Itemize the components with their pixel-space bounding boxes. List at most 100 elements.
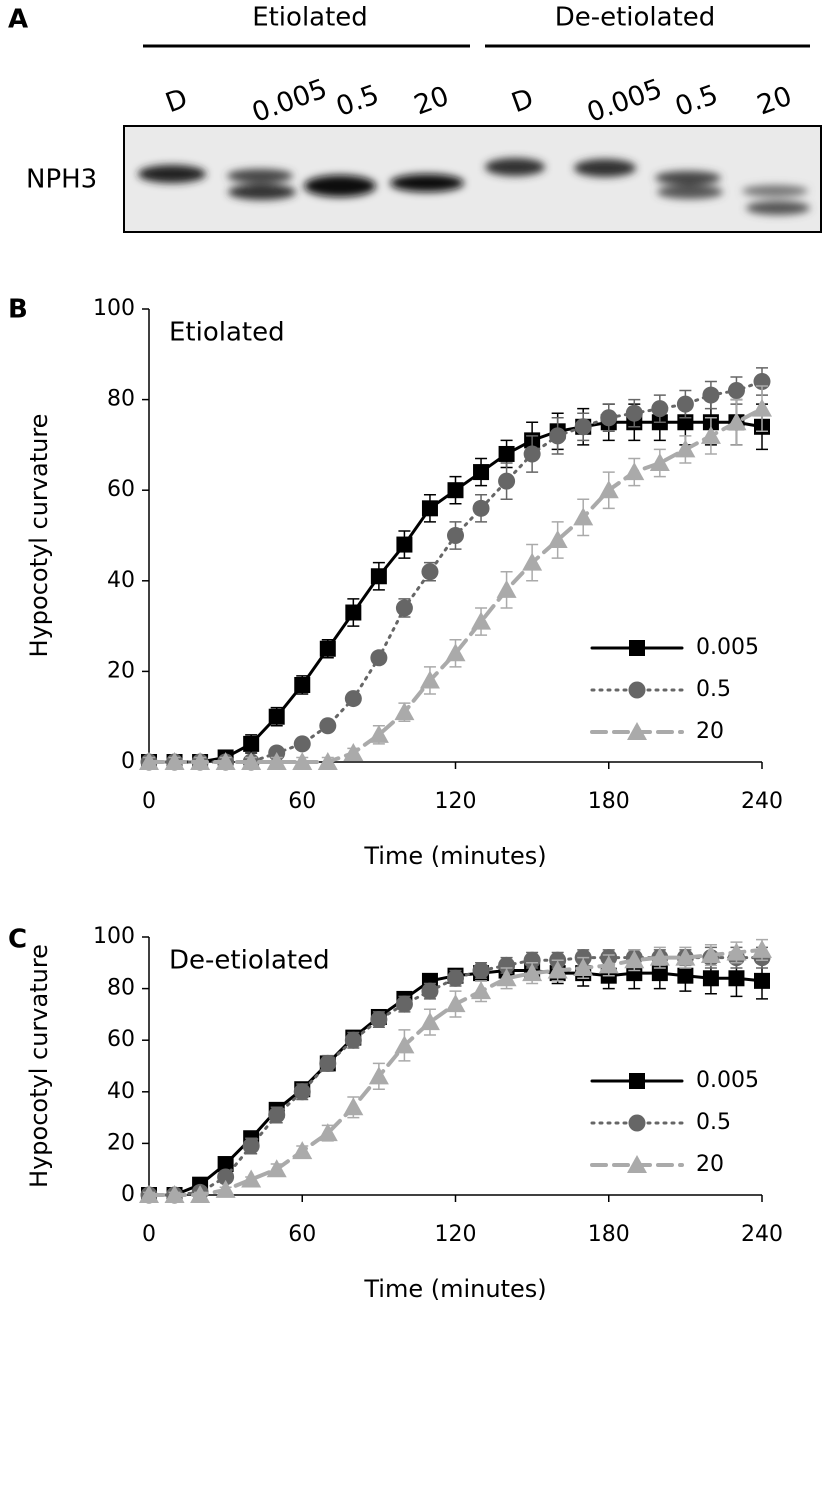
marker [190, 752, 211, 770]
row-label: NPH3 [26, 165, 97, 195]
marker [344, 690, 362, 708]
lane-label: D [162, 83, 192, 119]
x-tick-label: 0 [142, 789, 156, 814]
y-tick-label: 80 [107, 387, 135, 412]
group-label: De-etiolated [555, 3, 716, 33]
marker [396, 536, 413, 553]
marker [700, 425, 721, 444]
marker [139, 752, 159, 770]
marker [498, 956, 516, 974]
marker [624, 950, 645, 969]
x-tick-label: 240 [741, 1222, 783, 1247]
x-tick-label: 60 [288, 789, 316, 814]
legend-label: 20 [696, 1152, 724, 1177]
marker [292, 1141, 313, 1160]
marker [727, 382, 745, 400]
marker [445, 994, 466, 1013]
marker [523, 445, 541, 463]
marker [317, 752, 338, 770]
legend-marker [629, 640, 645, 656]
y-axis-label: Hypocotyl curvature [25, 414, 53, 658]
x-axis-label: Time (minutes) [363, 842, 546, 870]
marker [496, 968, 517, 987]
marker [243, 735, 260, 752]
marker [164, 1185, 185, 1203]
marker [419, 670, 440, 689]
marker [752, 398, 772, 417]
marker [598, 955, 619, 974]
y-tick-label: 20 [107, 1130, 135, 1155]
lane-label: 20 [753, 81, 796, 122]
marker [293, 1083, 311, 1101]
marker [319, 1054, 337, 1072]
marker [368, 724, 389, 743]
panel-label: C [8, 925, 27, 955]
marker [726, 942, 747, 961]
marker [421, 563, 439, 581]
marker [241, 752, 262, 770]
marker [293, 735, 311, 753]
legend-label: 0.005 [696, 635, 759, 660]
marker [600, 409, 618, 427]
y-tick-label: 100 [93, 296, 135, 321]
lane-label: 0.005 [248, 73, 331, 129]
marker [702, 970, 719, 987]
panel-label: A [8, 5, 28, 35]
marker [343, 1097, 364, 1116]
blot-bands [138, 158, 810, 215]
series-line [147, 379, 764, 764]
group-label: Etiolated [252, 3, 368, 33]
marker [241, 1169, 262, 1188]
marker [496, 579, 517, 598]
lane-label: 0.005 [583, 73, 666, 129]
marker [447, 969, 464, 987]
marker [190, 1185, 211, 1203]
marker [139, 1185, 159, 1203]
legend-marker [629, 1073, 645, 1089]
marker [394, 1035, 415, 1054]
x-axis-label: Time (minutes) [363, 1275, 546, 1303]
x-tick-label: 240 [741, 789, 783, 814]
marker [473, 464, 490, 481]
marker [268, 1106, 286, 1124]
marker [266, 1159, 287, 1178]
marker [421, 500, 438, 517]
lane-label: 0.5 [332, 79, 383, 123]
marker [523, 951, 541, 969]
marker [395, 995, 413, 1013]
y-tick-label: 40 [107, 1079, 135, 1104]
y-tick-label: 20 [107, 658, 135, 683]
marker [164, 752, 185, 770]
marker [319, 640, 336, 657]
marker [700, 945, 721, 964]
marker [651, 400, 669, 418]
marker [676, 395, 694, 413]
marker [573, 957, 594, 976]
legend-marker [628, 681, 646, 699]
marker [419, 1012, 440, 1031]
marker [752, 939, 772, 958]
legend-marker [628, 1114, 646, 1132]
marker [344, 1031, 362, 1049]
marker [215, 752, 236, 770]
legend-marker [627, 1155, 647, 1173]
marker [726, 412, 747, 431]
x-tick-label: 120 [435, 1222, 477, 1247]
marker [677, 967, 694, 984]
marker [728, 970, 745, 987]
blot-panel: A Etiolated De-etiolated NPH3 [8, 3, 822, 233]
marker [445, 643, 466, 662]
x-tick-label: 180 [588, 789, 630, 814]
marker [370, 568, 387, 585]
marker [472, 962, 490, 980]
x-tick-label: 120 [435, 789, 477, 814]
marker [598, 480, 619, 499]
marker [217, 1168, 235, 1186]
marker [498, 445, 515, 462]
y-axis-label: Hypocotyl curvature [25, 944, 53, 1188]
marker [702, 386, 720, 404]
marker [651, 965, 668, 982]
lane-label: 0.5 [671, 79, 722, 123]
series-line [147, 420, 764, 764]
